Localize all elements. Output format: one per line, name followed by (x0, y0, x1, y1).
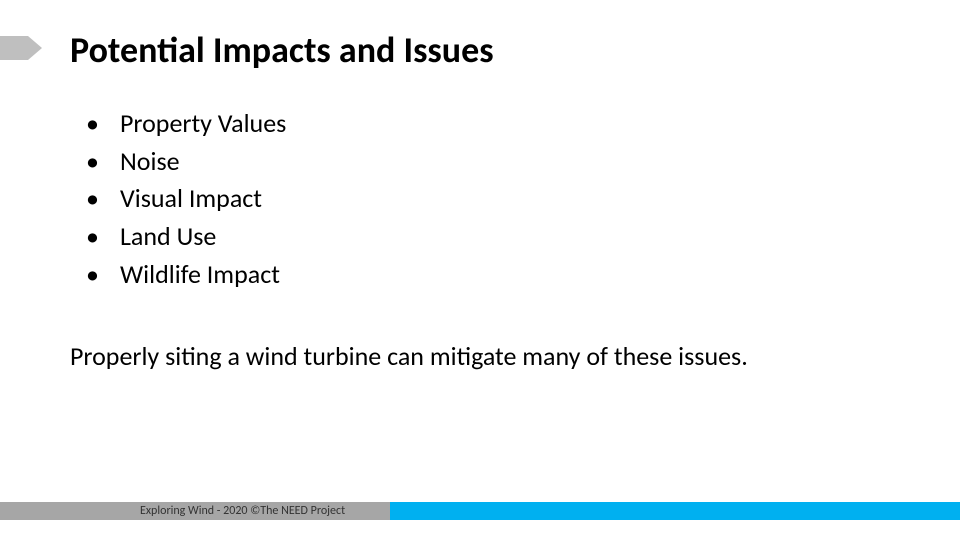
list-item: Wildlife Impact (86, 256, 286, 294)
title-accent-wedge (0, 36, 42, 60)
bullet-list: Property Values Noise Visual Impact Land… (86, 105, 286, 293)
footer-text: Exploring Wind - 2020 ©The NEED Project (140, 504, 345, 518)
list-item: Land Use (86, 218, 286, 256)
body-paragraph: Properly siting a wind turbine can mitig… (70, 340, 748, 372)
list-item: Visual Impact (86, 180, 286, 218)
slide-title: Potential Impacts and Issues (70, 28, 494, 72)
list-item: Noise (86, 143, 286, 181)
footer-bar-cyan (390, 502, 960, 520)
list-item: Property Values (86, 105, 286, 143)
